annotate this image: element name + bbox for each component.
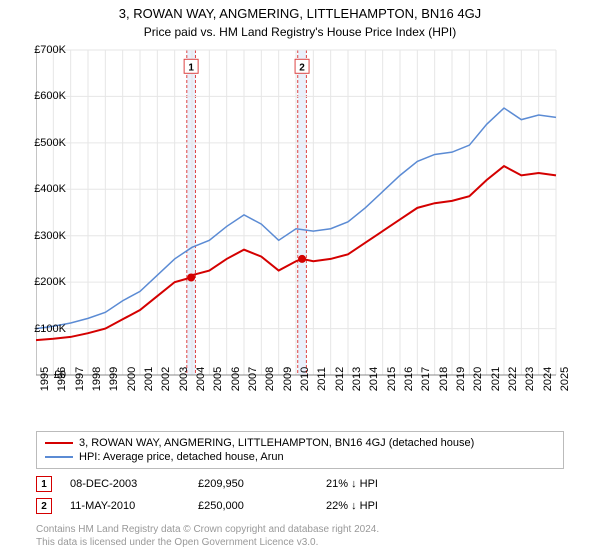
legend-label: 3, ROWAN WAY, ANGMERING, LITTLEHAMPTON, … [79,437,474,449]
x-tick-label: 2019 [455,367,467,391]
chart-area: 12 £0£100K£200K£300K£400K£500K£600K£700K… [36,45,600,425]
y-tick-label: £200K [34,276,66,288]
y-tick-label: £700K [34,44,66,56]
x-tick-label: 2012 [334,367,346,391]
x-tick-label: 2005 [212,367,224,391]
x-tick-label: 2009 [282,367,294,391]
marker-row: 1 08-DEC-2003 £209,950 21% ↓ HPI [36,473,564,495]
x-tick-label: 2006 [230,367,242,391]
x-tick-label: 2011 [316,367,328,391]
legend-label: HPI: Average price, detached house, Arun [79,451,284,463]
x-tick-label: 2018 [438,367,450,391]
x-tick-label: 2016 [403,367,415,391]
x-tick-label: 2001 [143,367,155,391]
y-tick-label: £100K [34,323,66,335]
x-tick-label: 2010 [299,367,311,391]
marker-number-box: 1 [36,476,52,492]
x-tick-label: 2004 [195,367,207,391]
marker-delta: 22% ↓ HPI [326,500,436,512]
x-tick-label: 2007 [247,367,259,391]
legend-item: HPI: Average price, detached house, Arun [45,450,555,464]
x-tick-label: 2002 [160,367,172,391]
x-tick-label: 2000 [126,367,138,391]
marker-date: 11-MAY-2010 [70,500,180,512]
y-tick-label: £500K [34,137,66,149]
marker-number-box: 2 [36,498,52,514]
x-tick-label: 2020 [472,367,484,391]
marker-row: 2 11-MAY-2010 £250,000 22% ↓ HPI [36,495,564,517]
svg-text:1: 1 [188,62,194,73]
marker-table: 1 08-DEC-2003 £209,950 21% ↓ HPI 2 11-MAY-201… [36,473,564,517]
footer-line2: This data is licensed under the Open Gov… [36,536,564,549]
y-tick-label: £300K [34,230,66,242]
legend-swatch [45,442,73,444]
svg-text:2: 2 [299,62,305,73]
chart-svg: 12 [36,45,566,395]
marker-price: £209,950 [198,478,308,490]
x-tick-label: 2003 [178,367,190,391]
x-tick-label: 2015 [386,367,398,391]
chart-subtitle: Price paid vs. HM Land Registry's House … [0,21,600,45]
x-tick-label: 2024 [542,367,554,391]
x-tick-label: 2008 [264,367,276,391]
footer-line1: Contains HM Land Registry data © Crown c… [36,523,564,536]
chart-title: 3, ROWAN WAY, ANGMERING, LITTLEHAMPTON, … [0,0,600,21]
x-tick-label: 1996 [56,367,68,391]
x-tick-label: 2025 [559,367,571,391]
legend: 3, ROWAN WAY, ANGMERING, LITTLEHAMPTON, … [36,431,564,469]
x-tick-label: 2023 [524,367,536,391]
y-tick-label: £600K [34,90,66,102]
x-tick-label: 1995 [39,367,51,391]
x-tick-label: 2014 [368,367,380,391]
legend-swatch [45,456,73,458]
legend-item: 3, ROWAN WAY, ANGMERING, LITTLEHAMPTON, … [45,436,555,450]
marker-date: 08-DEC-2003 [70,478,180,490]
marker-price: £250,000 [198,500,308,512]
x-tick-label: 1999 [108,367,120,391]
x-tick-label: 2017 [420,367,432,391]
x-tick-label: 1998 [91,367,103,391]
x-tick-label: 2021 [490,367,502,391]
x-tick-label: 2013 [351,367,363,391]
footer: Contains HM Land Registry data © Crown c… [36,523,564,549]
x-tick-label: 2022 [507,367,519,391]
marker-delta: 21% ↓ HPI [326,478,436,490]
y-tick-label: £400K [34,183,66,195]
x-tick-label: 1997 [74,367,86,391]
